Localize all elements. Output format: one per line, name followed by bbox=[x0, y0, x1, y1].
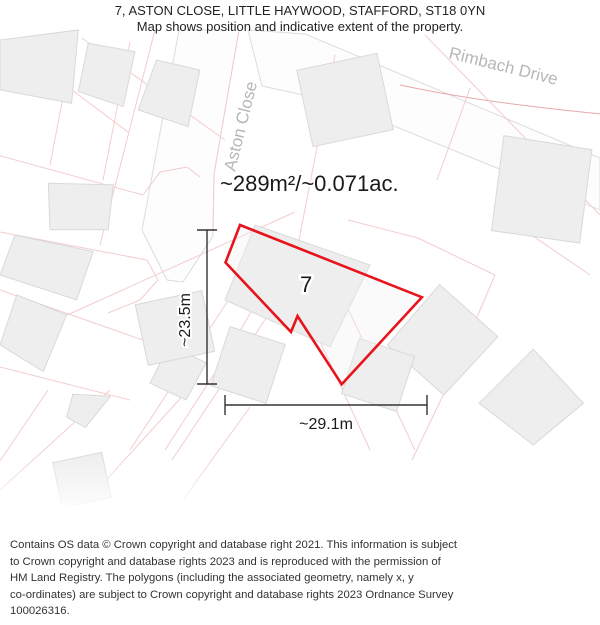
svg-text:7: 7 bbox=[300, 272, 312, 297]
svg-text:~289m²/~0.071ac.: ~289m²/~0.071ac. bbox=[220, 171, 399, 196]
svg-text:~29.1m: ~29.1m bbox=[299, 416, 353, 433]
svg-text:~23.5m: ~23.5m bbox=[177, 293, 194, 347]
